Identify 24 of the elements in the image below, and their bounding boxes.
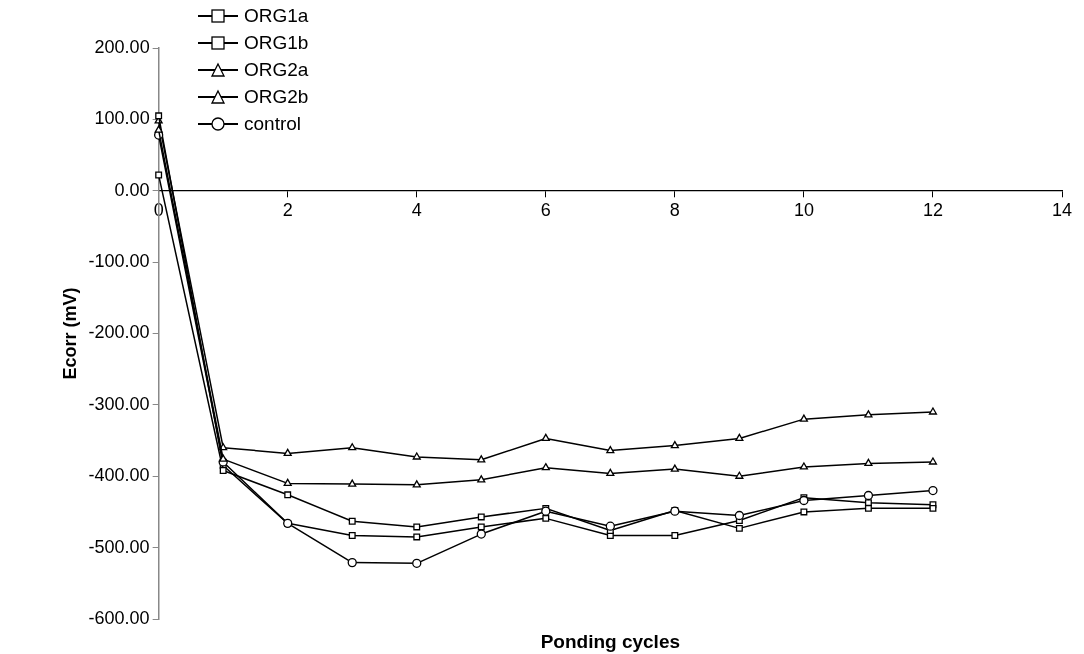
x-tick-label: 0: [153, 199, 164, 220]
x-axis-title: Ponding cycles: [540, 630, 681, 652]
x-tick-label: 2: [282, 199, 293, 220]
legend-label: ORG2a: [244, 58, 309, 82]
x-tick-label: 12: [922, 199, 943, 220]
y-tick-label: 0.00: [114, 179, 150, 200]
y-tick-label: -500.00: [88, 536, 150, 557]
y-tick-label: 200.00: [94, 36, 150, 57]
x-tick-label: 4: [411, 199, 422, 220]
x-tick-label: 6: [540, 199, 551, 220]
x-tick-label: 8: [669, 199, 680, 220]
y-tick-label: -300.00: [88, 393, 150, 414]
legend-label: control: [244, 112, 302, 136]
y-tick-label: -600.00: [88, 607, 150, 628]
y-tick-label: -200.00: [88, 322, 150, 343]
y-tick-label: 100.00: [94, 108, 150, 129]
legend-label: ORG1a: [244, 4, 309, 28]
x-tick-label: 10: [793, 199, 814, 220]
y-tick-label: -100.00: [88, 251, 150, 272]
legend-label: ORG2b: [244, 85, 309, 109]
y-axis-title: Ecorr (mV): [59, 287, 80, 380]
x-tick-label: 14: [1051, 199, 1073, 220]
legend-label: ORG1b: [244, 31, 309, 55]
y-tick-label: -400.00: [88, 465, 150, 486]
